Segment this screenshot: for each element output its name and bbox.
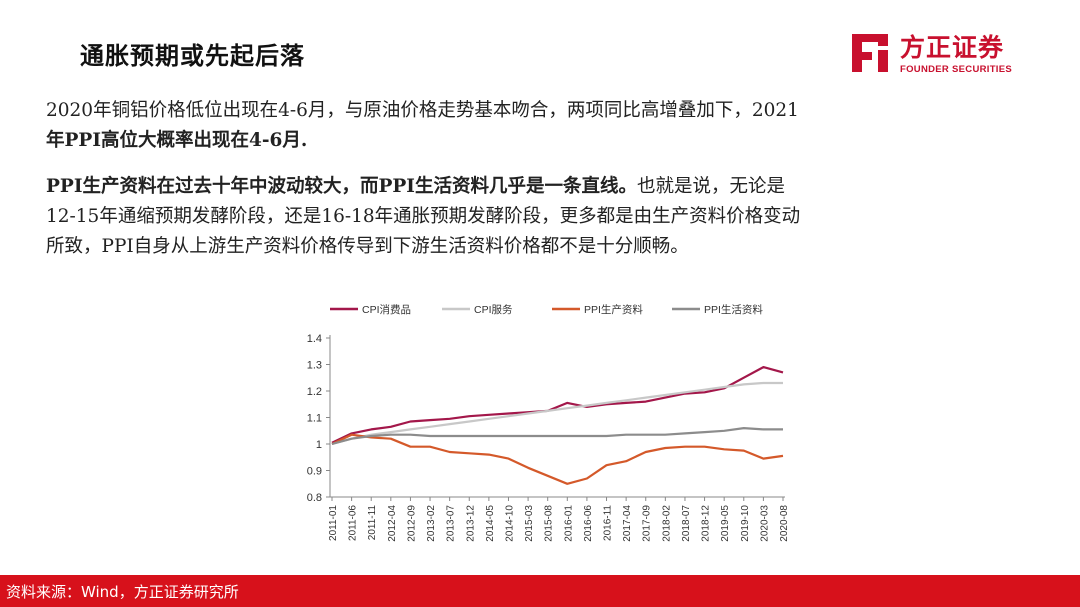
series-line	[331, 381, 783, 446]
paragraph-copper-aluminum: 2020年铜铝价格低位出现在4-6月，与原油价格走势基本吻合，两项同比高增叠加下…	[46, 96, 1036, 156]
x-tick-label: 2013-07	[446, 505, 457, 542]
paragraph-line: 年PPI高位大概率出现在4-6月.	[46, 130, 308, 151]
paragraph-bold-text: PPI生产资料在过去十年中波动较大，而PPI生活资料几乎是一条直线。	[46, 176, 637, 197]
x-tick-label: 2015-08	[544, 505, 555, 542]
legend-label: PPI生产资料	[584, 303, 643, 316]
x-tick-label: 2020-08	[779, 505, 790, 542]
x-tick-label: 2015-03	[524, 505, 535, 542]
legend-label: CPI服务	[474, 303, 513, 316]
y-tick-label: 1.3	[307, 360, 322, 372]
x-tick-label: 2011-06	[348, 505, 359, 541]
paragraph-line: 2020年铜铝价格低位出现在4-6月，与原油价格走势基本吻合，两项同比高增叠加下…	[46, 100, 799, 121]
x-tick-label: 2018-12	[701, 505, 712, 542]
y-tick-label: 1.1	[307, 413, 322, 425]
legend-label: PPI生活资料	[704, 303, 763, 316]
logo-text-en: FOUNDER SECURITIES	[900, 64, 1013, 75]
x-tick-label: 2020-03	[759, 505, 770, 542]
legend-label: CPI消费品	[362, 303, 411, 316]
paragraph-ppi: PPI生产资料在过去十年中波动较大，而PPI生活资料几乎是一条直线。也就是说，无…	[46, 172, 1036, 262]
x-tick-label: 2011-11	[367, 505, 378, 541]
x-tick-label: 2012-04	[387, 505, 398, 542]
logo-text-cn: 方正证券	[900, 33, 1005, 62]
x-tick-label: 2017-04	[622, 505, 633, 542]
founder-securities-logo: 方正证券 FOUNDER SECURITIES	[848, 28, 1033, 80]
slide-title: 通胀预期或先起后落	[80, 41, 305, 70]
x-tick-label: 2017-09	[642, 505, 653, 542]
x-tick-label: 2019-10	[740, 505, 751, 542]
series-line	[331, 433, 784, 485]
y-tick-label: 1.2	[307, 386, 322, 398]
y-tick-label: 1.4	[307, 333, 322, 345]
x-tick-label: 2011-01	[328, 505, 339, 541]
footer-bar: 资料来源：Wind，方正证券研究所	[0, 575, 1080, 607]
x-tick-label: 2014-10	[504, 505, 515, 542]
x-tick-label: 2012-09	[406, 505, 417, 542]
x-tick-label: 2019-05	[720, 505, 731, 542]
x-tick-label: 2013-02	[426, 505, 437, 542]
x-tick-label: 2013-12	[465, 505, 476, 542]
x-tick-label: 2016-01	[563, 505, 574, 542]
x-tick-label: 2016-11	[603, 505, 614, 541]
y-tick-label: 0.8	[307, 492, 322, 504]
x-tick-label: 2018-02	[661, 505, 672, 542]
x-tick-label: 2014-05	[485, 505, 496, 542]
paragraph-line: PPI生产资料在过去十年中波动较大，而PPI生活资料几乎是一条直线。也就是说，无…	[46, 172, 1036, 202]
line-chart: 0.8 0.9 1 1.1 1.2 1.3 1.4 2011-01 2011-06 2011-11…	[307, 303, 790, 542]
y-tick-label: 0.9	[307, 466, 322, 478]
y-tick-label: 1	[316, 439, 322, 451]
paragraph-line: 所致，PPI自身从上游生产资料价格传导到下游生活资料价格都不是十分顺畅。	[46, 236, 689, 257]
series-line	[331, 427, 783, 446]
source-note: 资料来源：Wind，方正证券研究所	[6, 583, 239, 601]
paragraph-line: 12-15年通缩预期发酵阶段，还是16-18年通胀预期发酵阶段，更多都是由生产资…	[46, 206, 801, 227]
x-tick-label: 2016-06	[583, 505, 594, 542]
founder-logo-icon	[852, 34, 888, 72]
x-tick-label: 2018-07	[681, 505, 692, 542]
paragraph-text: 也就是说，无论是	[636, 176, 785, 197]
series-line	[331, 365, 784, 444]
